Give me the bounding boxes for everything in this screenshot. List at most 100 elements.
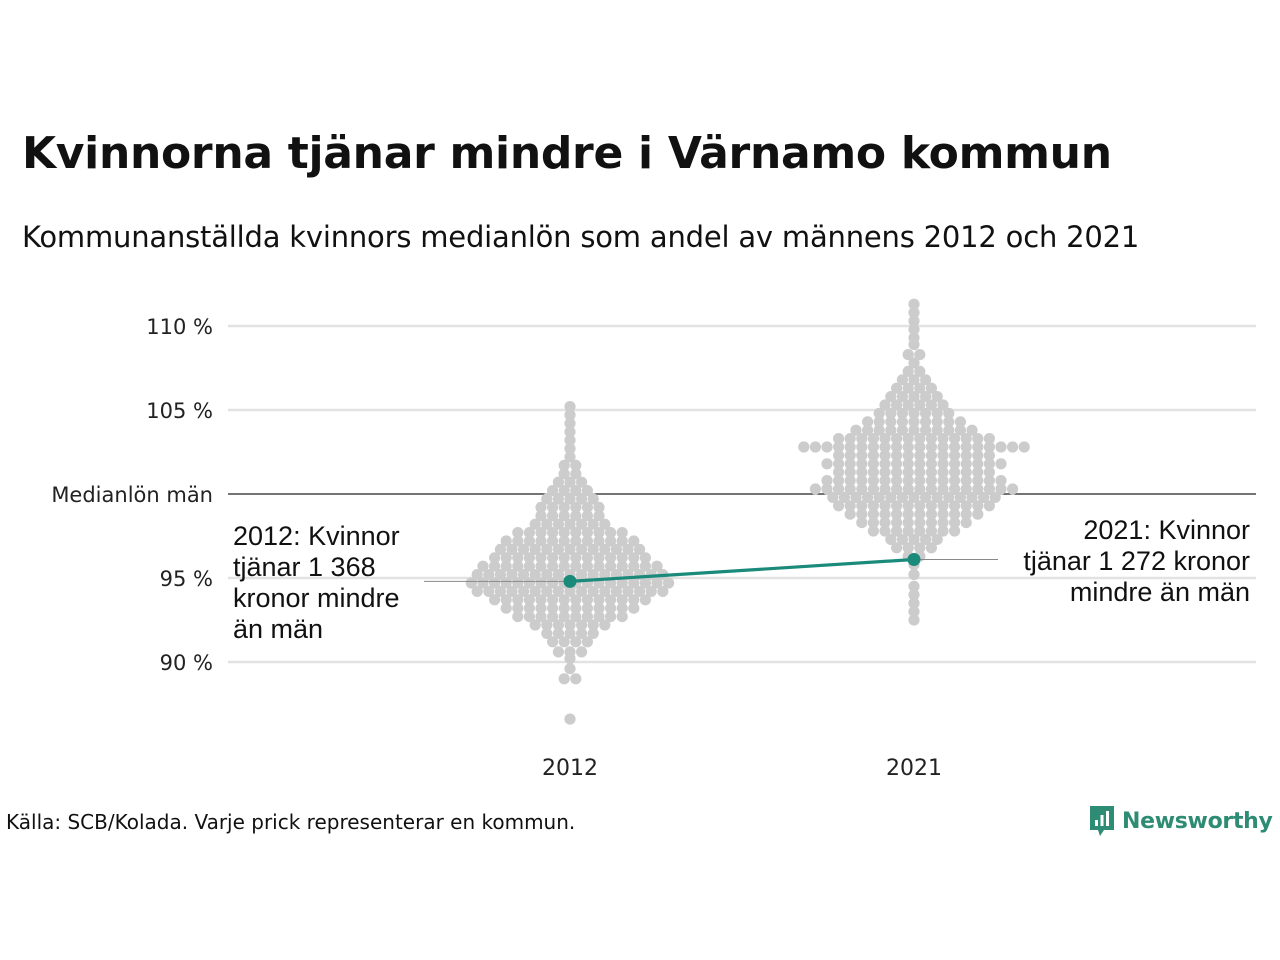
municipality-dot-2012: [593, 501, 605, 513]
municipality-dot-2021: [885, 407, 897, 419]
municipality-dot-2012: [564, 443, 576, 455]
municipality-dot-2012: [587, 627, 599, 640]
municipality-dot-2012: [477, 560, 489, 572]
municipality-dot-2021: [914, 458, 926, 470]
municipality-dot-2021: [896, 407, 909, 419]
municipality-dot-2021: [908, 332, 920, 344]
municipality-dot-2021: [879, 466, 891, 478]
municipality-dot-2021: [908, 374, 920, 386]
municipality-dot-2021: [873, 491, 885, 503]
municipality-dot-2012: [541, 518, 553, 530]
municipality-dot-2012: [570, 594, 582, 606]
municipality-dot-2012: [581, 501, 594, 513]
municipality-dot-2012: [552, 646, 565, 658]
municipality-dot-2012: [518, 543, 530, 556]
municipality-dot-2012: [523, 535, 536, 547]
annotation-text-line: 2021: Kvinnor: [1083, 515, 1250, 545]
municipality-dot-2021: [937, 517, 949, 529]
municipality-dot-2012: [605, 527, 617, 539]
x-category-label: 2021: [886, 756, 942, 781]
municipality-dot-2021: [983, 449, 996, 461]
municipality-dot-2021: [937, 475, 949, 487]
municipality-dot-2021: [850, 491, 862, 503]
municipality-dot-2012: [512, 611, 524, 623]
municipality-dot-2012: [587, 569, 599, 581]
municipality-dot-2021: [798, 441, 810, 453]
municipality-dots: [465, 298, 1030, 725]
municipality-dot-2021: [827, 491, 839, 503]
municipality-dot-2021: [908, 491, 920, 503]
municipality-dot-2012: [512, 527, 524, 539]
municipality-dot-2021: [914, 399, 926, 411]
municipality-dot-2021: [867, 449, 880, 461]
municipality-dot-2012: [581, 527, 594, 539]
municipality-dot-2012: [645, 585, 657, 598]
municipality-dot-2012: [541, 627, 553, 640]
grid-lines: [228, 324, 1256, 664]
municipality-dot-2012: [616, 602, 628, 614]
municipality-dot-2021: [891, 525, 903, 537]
municipality-dot-2021: [844, 475, 856, 487]
municipality-dot-2012: [535, 594, 547, 606]
municipality-dot-2012: [605, 552, 617, 564]
municipality-dot-2021: [1018, 441, 1030, 453]
municipality-dot-2021: [949, 517, 961, 529]
municipality-dot-2012: [639, 577, 652, 589]
municipality-dot-2012: [547, 552, 559, 564]
municipality-dot-2021: [867, 525, 880, 537]
municipality-dot-2012: [523, 577, 536, 589]
municipality-dot-2021: [908, 357, 920, 369]
municipality-dot-2012: [512, 602, 524, 614]
municipality-dot-2012: [523, 602, 536, 614]
municipality-dot-2021: [867, 441, 880, 453]
municipality-dot-2012: [558, 594, 570, 606]
municipality-dot-2021: [1007, 441, 1019, 453]
municipality-dot-2012: [483, 585, 495, 598]
municipality-dot-2021: [989, 491, 1001, 503]
municipality-dot-2012: [471, 585, 483, 598]
municipality-dot-2012: [547, 602, 559, 614]
municipality-dot-2012: [605, 594, 617, 606]
municipality-dot-2012: [570, 535, 582, 547]
municipality-dot-2012: [547, 594, 559, 606]
municipality-dot-2012: [634, 543, 646, 556]
municipality-dot-2021: [896, 374, 909, 386]
municipality-dot-2021: [908, 580, 920, 593]
municipality-dot-2012: [570, 527, 582, 539]
y-axis-ticks: 110 % 105 % Medianlön män 95 % 90 %: [51, 315, 213, 675]
municipality-dot-2012: [657, 585, 669, 598]
source-note: Källa: SCB/Kolada. Varje prick represent…: [6, 810, 576, 834]
municipality-dot-2012: [547, 485, 559, 497]
municipality-dot-2021: [867, 466, 880, 478]
municipality-dot-2021: [902, 525, 914, 537]
municipality-dot-2021: [972, 508, 984, 520]
municipality-dot-2012: [593, 611, 605, 623]
municipality-dot-2012: [535, 501, 547, 513]
municipality-dot-2021: [954, 491, 967, 503]
chart-title: Kvinnorna tjänar mindre i Värnamo kommun: [22, 128, 1112, 179]
municipality-dot-2021: [943, 424, 955, 436]
municipality-dot-2012: [576, 627, 588, 640]
municipality-dot-2012: [564, 585, 576, 598]
municipality-dot-2012: [477, 577, 489, 589]
municipality-dot-2012: [541, 585, 553, 598]
municipality-dot-2012: [610, 585, 623, 598]
municipality-dot-2012: [552, 627, 565, 640]
municipality-dot-2021: [844, 466, 856, 478]
municipality-dot-2012: [610, 543, 623, 556]
municipality-dot-2012: [529, 619, 541, 631]
municipality-dot-2012: [564, 543, 576, 556]
municipality-dot-2021: [902, 382, 914, 394]
municipality-dot-2021: [856, 458, 868, 470]
chart-subtitle: Kommunanställda kvinnors medianlön som a…: [22, 220, 1140, 254]
municipality-dot-2012: [547, 501, 559, 513]
municipality-dot-2012: [639, 594, 652, 606]
y-tick-label: 90 %: [160, 651, 213, 675]
municipality-dot-2012: [564, 426, 576, 438]
municipality-dot-2012: [523, 560, 536, 572]
municipality-dot-2012: [547, 636, 559, 648]
municipality-dot-2021: [949, 508, 961, 520]
municipality-dot-2021: [856, 517, 868, 529]
municipality-dot-2021: [862, 491, 874, 503]
brand-logo: Newsworthy: [1088, 804, 1273, 838]
